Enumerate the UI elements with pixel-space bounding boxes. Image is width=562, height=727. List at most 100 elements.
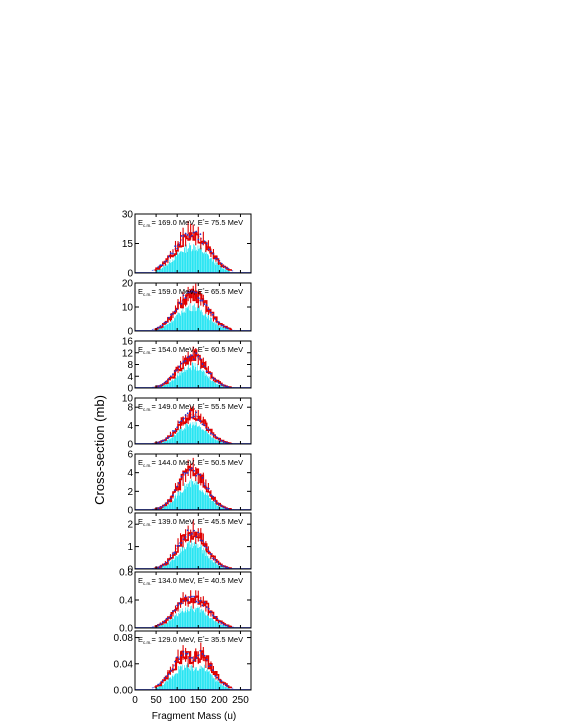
data-point xyxy=(216,436,219,439)
x-tick-label: 150 xyxy=(190,695,207,706)
histogram-bar xyxy=(216,322,217,331)
histogram-bar xyxy=(212,322,214,331)
data-point xyxy=(210,664,212,667)
histogram-bar xyxy=(171,261,173,273)
histogram-bar xyxy=(177,616,179,628)
histogram-bar xyxy=(191,305,193,331)
data-point xyxy=(222,565,225,568)
histogram-bar xyxy=(194,483,195,510)
histogram-bar xyxy=(223,507,225,510)
histogram-bar xyxy=(212,561,214,569)
histogram-bar xyxy=(204,664,205,690)
histogram-bar xyxy=(190,544,192,569)
histogram-bar xyxy=(174,254,176,273)
histogram-bar xyxy=(222,268,223,273)
histogram-bar xyxy=(207,671,209,690)
histogram-bar xyxy=(169,382,170,388)
histogram xyxy=(156,478,230,510)
histogram-bar xyxy=(164,682,166,690)
histogram-bar xyxy=(214,621,215,628)
histogram-bar xyxy=(180,665,182,690)
histogram-bar xyxy=(193,546,194,569)
histogram-bar xyxy=(215,681,217,690)
y-tick-label: 0 xyxy=(127,384,133,395)
histogram-bar xyxy=(162,685,164,690)
data-point xyxy=(207,372,210,375)
data-point xyxy=(188,596,191,599)
histogram-bar xyxy=(167,264,169,273)
histogram-bar xyxy=(174,379,175,388)
y-tick-label: 2 xyxy=(127,520,133,531)
histogram-bar xyxy=(212,259,214,273)
histogram-bar xyxy=(194,425,195,444)
histogram-bar xyxy=(162,507,164,510)
histogram-bar xyxy=(196,249,197,273)
histogram-bar xyxy=(201,545,202,569)
histogram-bar xyxy=(191,665,192,690)
histogram-bar xyxy=(223,625,225,628)
histogram-bar xyxy=(190,670,192,690)
histogram-bar xyxy=(191,249,193,273)
data-point xyxy=(222,441,225,443)
histogram-bar xyxy=(209,317,211,331)
histogram-bar xyxy=(176,253,178,273)
histogram-bar xyxy=(178,491,179,510)
histogram-bar xyxy=(225,686,227,690)
histogram-bar xyxy=(163,623,165,628)
histogram-bar xyxy=(206,316,207,331)
data-point xyxy=(172,668,174,671)
data-point xyxy=(169,313,172,316)
histogram-bar xyxy=(185,423,187,444)
histogram-bar xyxy=(218,565,220,569)
x-tick-label: 50 xyxy=(151,695,163,706)
data-point xyxy=(172,373,174,376)
histogram-bar xyxy=(173,380,174,388)
data-point xyxy=(174,370,176,373)
histogram-bar xyxy=(166,680,168,690)
histogram-bar xyxy=(179,669,180,690)
data-point xyxy=(182,599,185,602)
histogram-bar xyxy=(197,245,199,273)
data-point xyxy=(165,561,168,564)
data-point xyxy=(224,267,227,269)
histogram-bar xyxy=(209,380,211,388)
data-point xyxy=(212,669,214,672)
data-point xyxy=(184,360,187,362)
data-point xyxy=(224,624,227,627)
data-point xyxy=(180,235,183,237)
histogram-bar xyxy=(181,251,183,273)
histogram-bar xyxy=(224,626,226,628)
histogram-bar xyxy=(208,558,209,569)
histogram-bar xyxy=(209,498,211,510)
data-point xyxy=(216,320,219,323)
histogram-bar xyxy=(209,497,210,510)
histogram-bar xyxy=(189,310,190,331)
histogram-bar xyxy=(178,554,179,569)
histogram-bar xyxy=(210,317,212,331)
histogram-bar xyxy=(160,567,161,569)
histogram-bar xyxy=(191,548,193,569)
histogram-bar xyxy=(170,619,171,628)
data-point xyxy=(218,381,221,384)
y-tick-label: 0.08 xyxy=(114,633,134,644)
histogram-bar xyxy=(179,372,180,388)
histogram-bar xyxy=(207,376,208,388)
data-point xyxy=(165,437,168,440)
energy-annotation: Ec.m.= 159.0 MeV, E*= 65.5 MeV xyxy=(138,287,243,297)
histogram-bar xyxy=(174,675,175,690)
histogram-bar xyxy=(182,307,184,331)
y-tick-label: 6 xyxy=(127,450,133,461)
data-point xyxy=(186,412,189,415)
energy-annotation: Ec.m.= 134.0 MeV, E*= 40.5 MeV xyxy=(138,576,243,586)
histogram-bar xyxy=(217,262,218,273)
histogram-bar xyxy=(209,320,210,331)
data-point xyxy=(218,620,221,623)
histogram-bar xyxy=(174,260,175,273)
histogram-bar xyxy=(169,259,171,273)
histogram-bar xyxy=(205,671,207,690)
data-point xyxy=(178,544,181,547)
histogram-bar xyxy=(167,564,169,569)
histogram-bar xyxy=(181,310,182,331)
histogram-bar xyxy=(179,491,181,510)
